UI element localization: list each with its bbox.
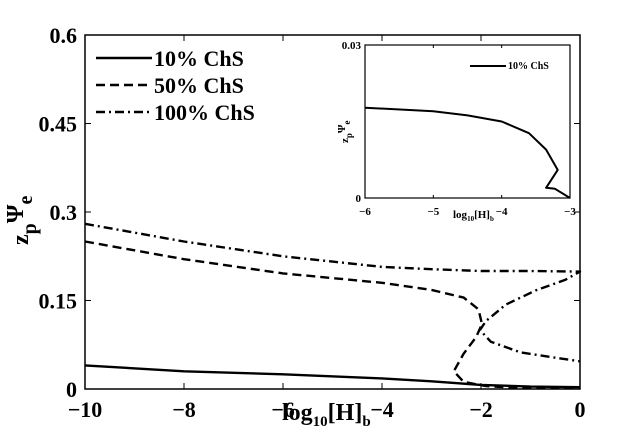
legend-label: 50% ChS [154,73,244,98]
main-y-axis-label: zpΨe [3,196,41,246]
main-x-label-base: 10 [313,414,328,430]
legend-label: 10% ChS [508,61,549,72]
x-tick-label: −8 [172,397,196,422]
inset-x-label-log: log [453,209,468,221]
inset-x-label-var: [H] [474,209,490,221]
inset-plot-frame [364,44,571,199]
x-tick-label: −2 [469,397,493,422]
inset-x-label-sub: b [490,215,494,223]
series-line-100-chs [84,222,582,363]
main-x-label-log: log [282,400,313,426]
main-ticks: −10 −8 −6 −4 −2 0 0 0.15 0.3 0.45 0.6 [39,23,586,422]
x-tick-label: −10 [68,397,103,422]
legend-label: 10% ChS [154,46,244,71]
y-tick-label: 0 [356,193,362,205]
y-tick-label: 0 [66,377,77,402]
inset-series-lines [364,106,571,199]
series-line-50-chs [84,240,580,389]
inset-y-label-z: z [339,138,351,143]
main-chart: −10 −8 −6 −4 −2 000.150.30.450.6 log10[H]b zp… [3,23,586,430]
x-tick-label: −6 [271,397,295,422]
x-tick-label: −6 [359,206,371,218]
main-y-label-p: p [19,223,41,234]
inset-y-label-e: e [342,121,352,125]
y-tick-label: 0.03 [342,40,362,52]
inset-legend: 10% ChS [470,61,549,72]
legend-label: 100% ChS [154,100,255,125]
inset-y-axis-label: zpΨe [336,121,354,143]
y-tick-label: 0.3 [50,200,78,225]
x-tick-label: −4 [370,397,394,422]
inset-x-axis-label: log10[H]b [453,209,494,223]
main-y-label-psi: Ψ [3,204,29,223]
main-x-label-var: [H] [328,400,363,426]
main-y-label-z: z [8,234,34,245]
main-x-label-sub: b [362,414,370,430]
inset-y-label-psi: Ψ [336,124,348,133]
x-tick-label: −4 [496,206,508,218]
inset-chart: −6 −5 −4 −3 0 0.03 log10[H]b zpΨe 10% ChS [336,40,576,223]
inset-background [365,45,570,198]
y-tick-label: 0.6 [50,23,78,48]
inset-ticks: −6 −5 −4 −3 0 0.03 [342,40,577,218]
series-line-10-chs [84,364,581,389]
x-tick-label: 0 [575,397,586,422]
main-x-axis-label: log10[H]b [282,400,371,430]
x-tick-label: −5 [427,206,439,218]
inset-y-label-p: p [344,133,354,138]
series-line-10-chs [364,106,571,199]
inset-x-label-base: 10 [467,215,475,223]
y-tick-label: 0.45 [39,112,78,137]
x-tick-label: −3 [564,206,576,218]
main-y-label-e: e [15,196,37,205]
y-tick-label: 0.15 [39,289,78,314]
main-series-lines [84,222,582,389]
